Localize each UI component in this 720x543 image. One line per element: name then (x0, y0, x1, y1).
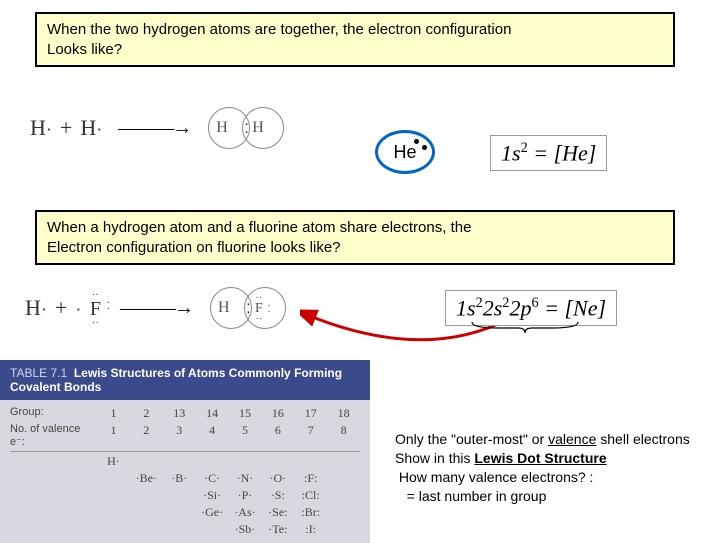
question-2-text: When a hydrogen atom and a fluorine atom… (47, 219, 471, 256)
r1-lhs2: H· (80, 115, 102, 141)
config-brace (470, 320, 580, 338)
question-box-1: When the two hydrogen atoms are together… (35, 12, 675, 67)
helium-oval: He (375, 130, 435, 174)
table-row: ·Ge··As··Se::Br: (10, 505, 360, 520)
reaction-1: H· + H· ———→ H ·· H (30, 105, 286, 151)
table-row-groups: Group: 1 2 13 14 15 16 17 18 (10, 406, 360, 421)
table-body: Group: 1 2 13 14 15 16 17 18 No. of vale… (0, 400, 370, 543)
table-row-valence: No. of valence e⁻: 1 2 3 4 5 6 7 8 (10, 423, 360, 452)
question-box-2: When a hydrogen atom and a fluorine atom… (35, 210, 675, 265)
he-symbol: He (393, 142, 416, 163)
table-number: TABLE 7.1 (10, 366, 67, 380)
reaction-2: H· + · ··F···· ———→ H ·· ··F···· (25, 285, 288, 331)
r1-lhs1: H· (30, 115, 52, 141)
table-header: TABLE 7.1 Lewis Structures of Atoms Comm… (0, 360, 370, 400)
r1-product-venn: H ·· H (206, 105, 286, 151)
r2-arrow: ———→ (120, 297, 192, 320)
question-1-text: When the two hydrogen atoms are together… (47, 21, 511, 58)
r1-arrow: ———→ (118, 117, 190, 140)
r2-lhs1: H· (25, 295, 47, 321)
table-row: ·Sb··Te::I: (10, 522, 360, 537)
r2-lhs2: · ··F···· (75, 295, 104, 321)
table-row: ·Si··P··S::Cl: (10, 488, 360, 503)
r1-plus: + (60, 115, 72, 141)
table-row: ·Be··B··C··N··O·:F: (10, 471, 360, 486)
r2-product-venn: H ·· ··F···· (208, 285, 288, 331)
note-text: Only the "outer-most" or valence shell e… (395, 430, 705, 506)
table-row: H· (10, 454, 360, 469)
lewis-table: TABLE 7.1 Lewis Structures of Atoms Comm… (0, 360, 370, 540)
r2-plus: + (55, 295, 67, 321)
electron-config-1: 1s2 = [He] (490, 135, 607, 171)
